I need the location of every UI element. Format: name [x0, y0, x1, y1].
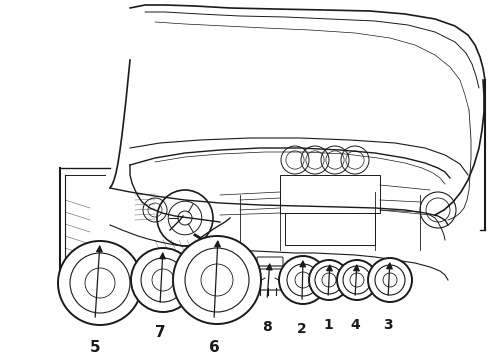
- Circle shape: [368, 258, 412, 302]
- Text: 7: 7: [155, 325, 165, 340]
- Text: 5: 5: [90, 340, 100, 355]
- Bar: [280, 175, 380, 213]
- Text: 4: 4: [350, 318, 360, 332]
- Circle shape: [131, 248, 195, 312]
- Text: 8: 8: [262, 320, 272, 334]
- Circle shape: [173, 236, 261, 324]
- Bar: [285, 213, 375, 245]
- Circle shape: [337, 260, 377, 300]
- Circle shape: [58, 241, 142, 325]
- Circle shape: [309, 260, 349, 300]
- Text: 1: 1: [323, 318, 333, 332]
- Circle shape: [279, 256, 327, 304]
- Text: 2: 2: [297, 322, 307, 336]
- Text: 6: 6: [209, 340, 220, 355]
- Text: 3: 3: [383, 318, 393, 332]
